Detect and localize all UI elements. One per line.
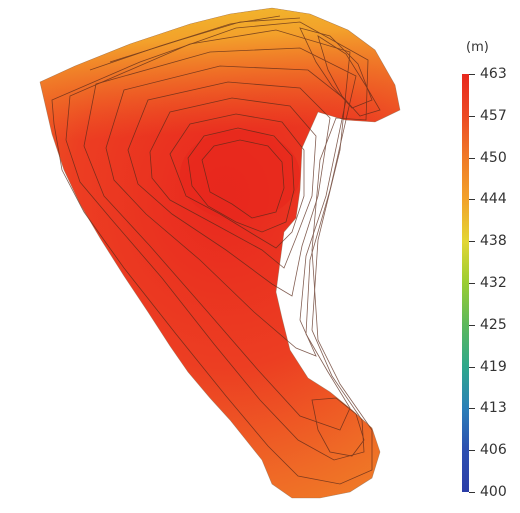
legend-tick-mark (469, 199, 475, 201)
elevation-contour-map (39, 7, 401, 499)
legend-tick-mark (469, 492, 475, 493)
elevation-legend: (m) 463 457 450 444 438 432 425 419 413 406 400 (452, 38, 520, 500)
legend-tick-mark (469, 408, 475, 410)
legend-tick-label: 457 (480, 107, 507, 124)
legend-tick-label: 400 (480, 484, 507, 500)
legend-tick-label: 413 (480, 400, 507, 417)
legend-tick-mark (469, 283, 475, 284)
legend-tick-mark (469, 74, 475, 75)
legend-tick-label: 419 (480, 358, 507, 375)
legend-tick-mark (469, 157, 475, 159)
legend-tick-label: 463 (480, 66, 507, 82)
legend-tick-label: 432 (480, 275, 507, 291)
terrain-surface (40, 8, 400, 498)
legend-tick-label: 444 (480, 191, 507, 208)
legend-tick-mark (469, 450, 475, 452)
legend-tick-mark (469, 324, 475, 326)
legend-tick-label: 406 (480, 442, 507, 459)
legend-tick-mark (469, 241, 475, 243)
legend-tick-mark (469, 115, 475, 117)
legend-unit-label: (m) (466, 40, 489, 55)
legend-tick-label: 425 (480, 316, 507, 333)
legend-colorbar (462, 74, 469, 492)
legend-tick-mark (469, 366, 475, 368)
contour-lines (51, 15, 381, 485)
legend-tick-label: 438 (480, 233, 507, 250)
legend-tick-label: 450 (480, 149, 507, 166)
